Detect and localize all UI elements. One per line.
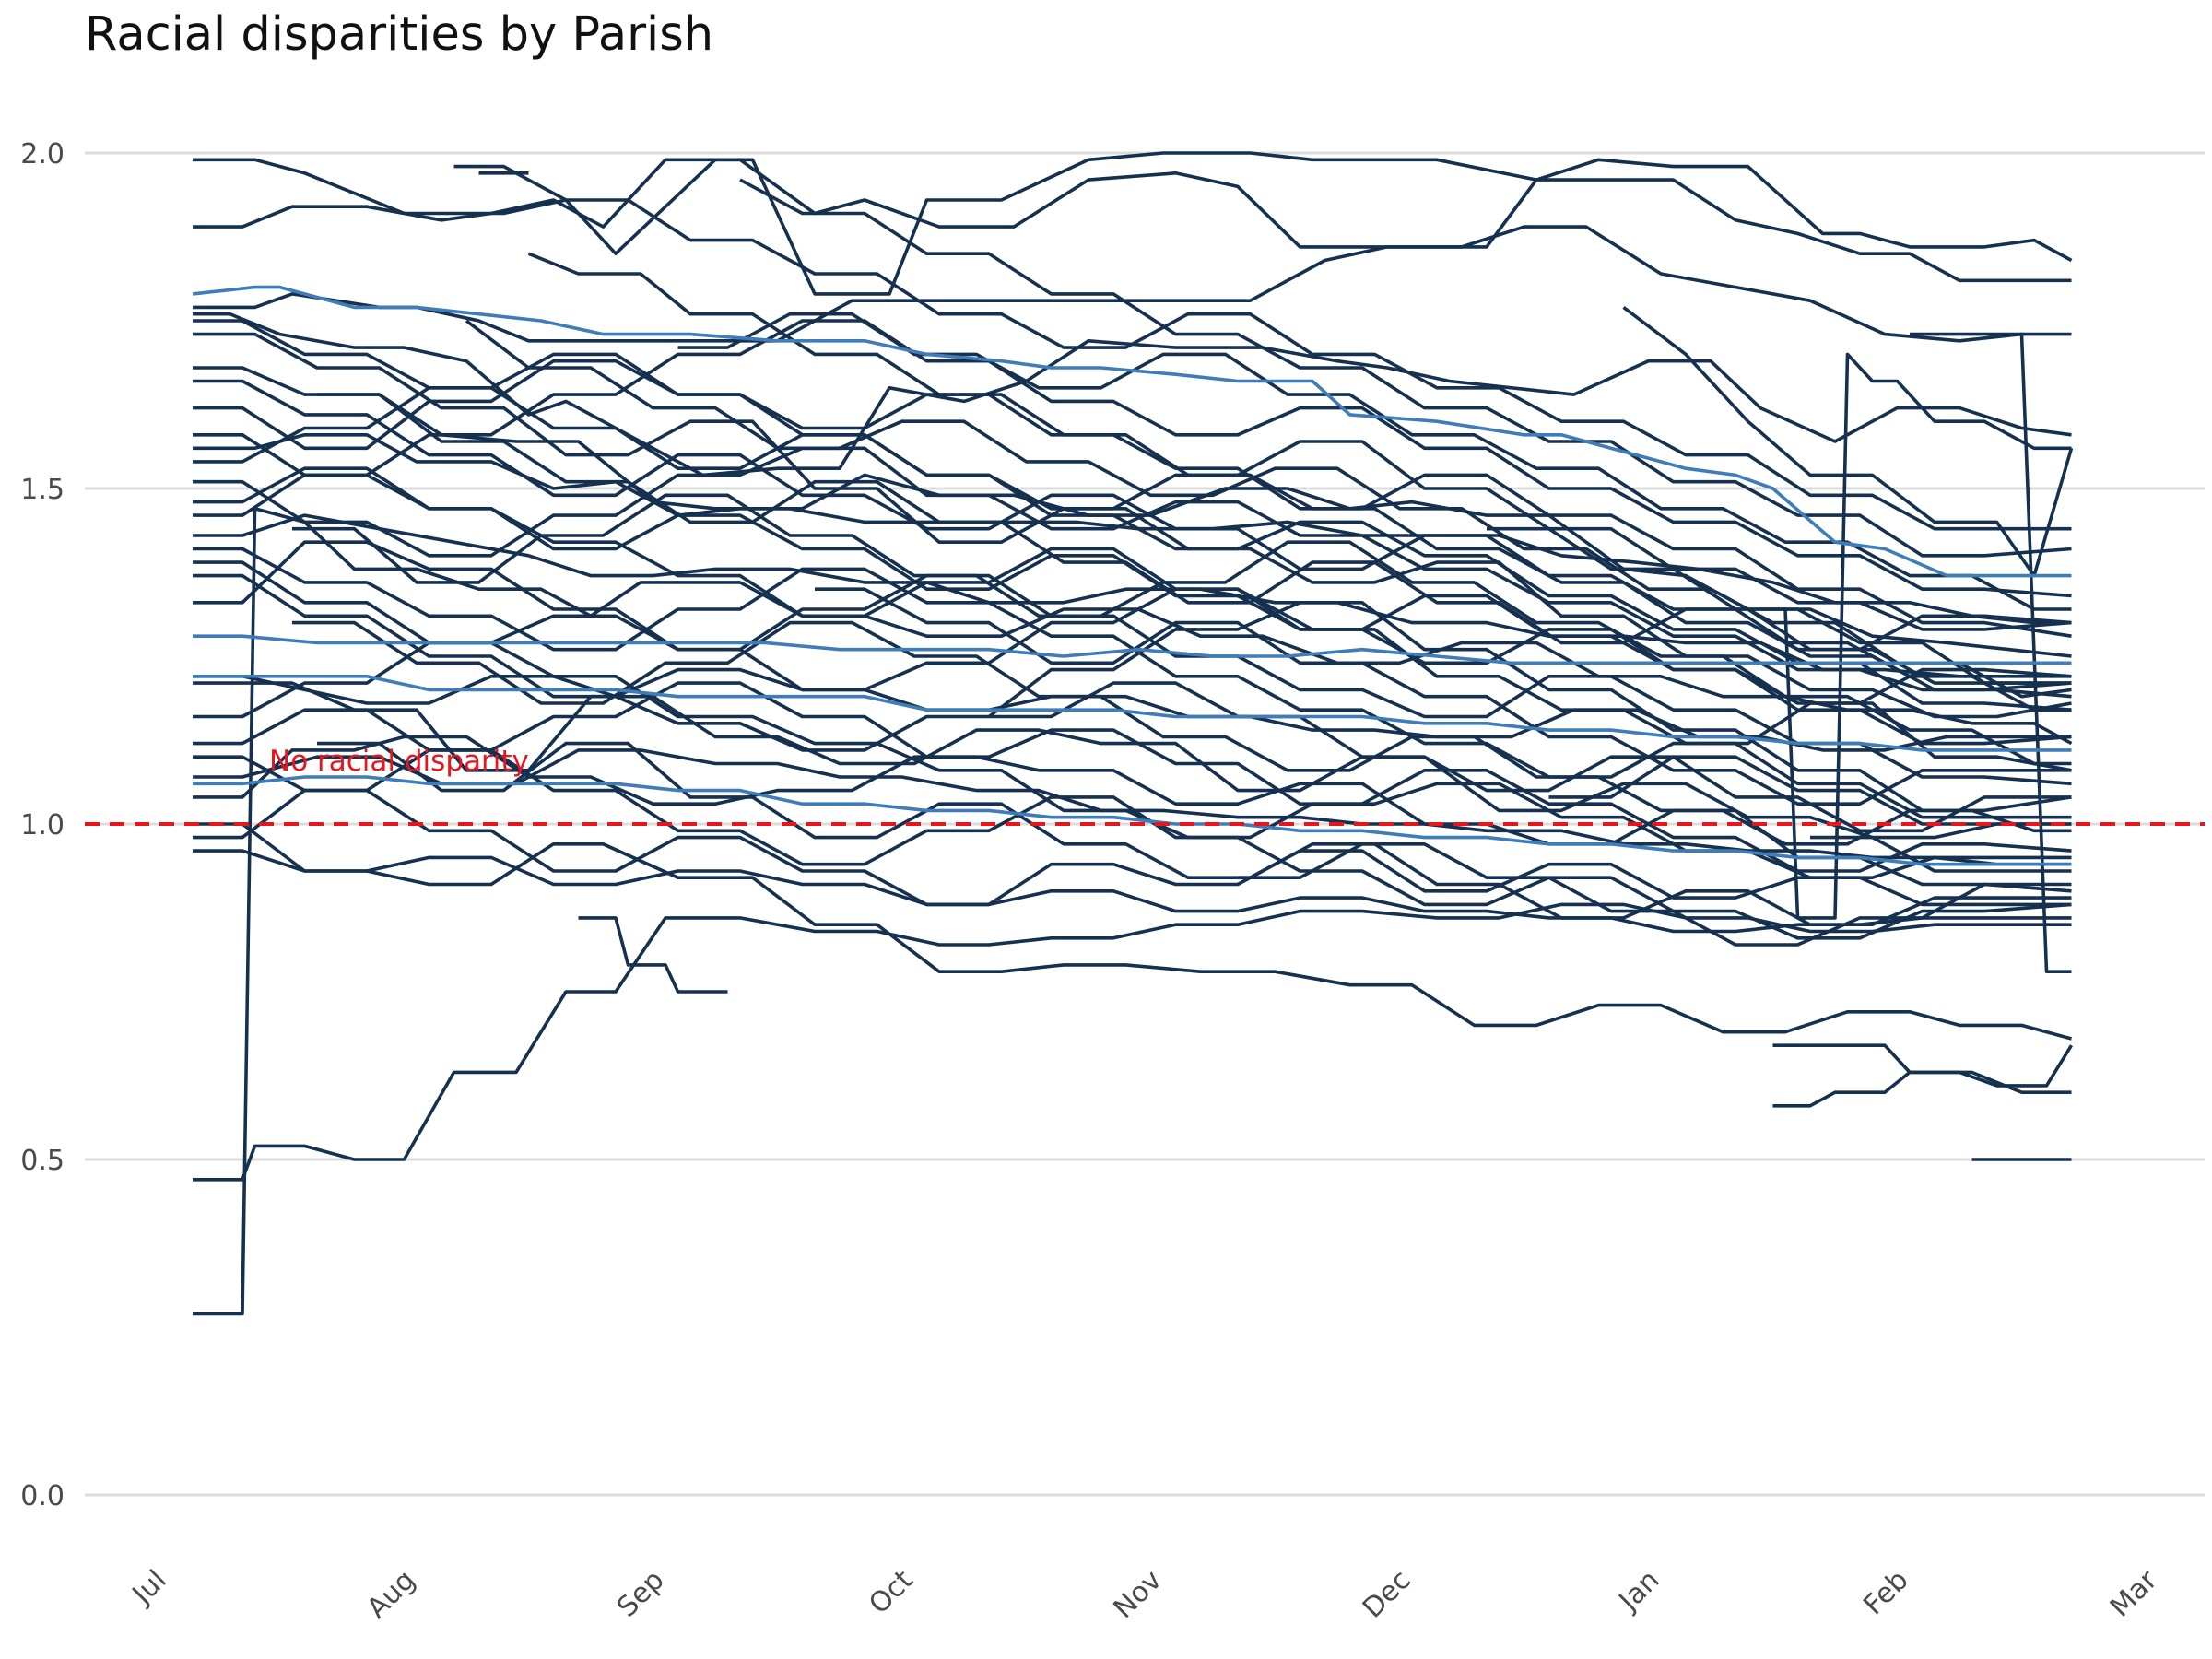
series-line-parish-18: [1772, 1070, 2072, 1108]
series-line-parish-30: [193, 788, 2072, 907]
series-line-parish-45: [193, 547, 2072, 819]
series-line-parish-12: [193, 849, 2072, 934]
series-line-parish-26: [193, 573, 2072, 813]
reference-line-label: No racial disparity: [269, 745, 529, 778]
series-line-parish-21: [193, 735, 2072, 893]
series-line-parish-24: [193, 332, 2072, 719]
series-line-parish-25: [193, 446, 2072, 692]
series-line-parish-41: [317, 393, 2072, 685]
y-axis-ticks: 0.0 0.5 1.0 1.5 2.0: [20, 138, 65, 1512]
series-line-parish-44: [1622, 305, 2074, 578]
x-tick-label: Sep: [611, 1564, 671, 1624]
x-tick-label: Feb: [1857, 1564, 1914, 1621]
series-line-parish-03: [193, 225, 2072, 343]
series-line-parish-08: [193, 513, 2072, 678]
y-tick-label: 1.0: [20, 809, 65, 841]
x-tick-label: Mar: [2104, 1563, 2164, 1623]
series-line-parish-53: [1238, 841, 2072, 947]
x-tick-label: Aug: [360, 1564, 421, 1625]
series-line-parish-52: [989, 681, 2072, 833]
series-line-parish-15: [578, 916, 728, 994]
y-tick-label: 0.0: [20, 1480, 65, 1512]
series-lines: [192, 151, 2074, 1316]
series-line-parish-46: [193, 466, 2072, 746]
series-line-parish-48: [193, 319, 2072, 638]
series-line-parish-27: [193, 359, 2072, 631]
series-line-parish-51: [815, 587, 2072, 806]
series-line-parish-17: [1772, 1043, 2074, 1088]
x-axis-ticks: Jul Aug Sep Oct Nov Dec Jan Feb Mar: [125, 1563, 2164, 1625]
series-line-parish-38: [465, 319, 2072, 699]
series-line-parish-60: [1810, 835, 2072, 873]
series-line-parish-31: [193, 674, 2072, 752]
series-line-parish-35: [739, 178, 2072, 558]
series-line-parish-01: [193, 151, 2073, 296]
series-line-parish-09: [193, 634, 2072, 665]
series-line-parish-16: [193, 822, 2072, 1041]
x-tick-label: Nov: [1107, 1564, 1168, 1625]
series-line-parish-58: [677, 312, 2072, 611]
series-line-parish-02: [193, 158, 2072, 283]
series-line-parish-29: [193, 319, 2072, 598]
x-tick-label: Jul: [125, 1564, 173, 1612]
y-tick-label: 2.0: [20, 138, 65, 171]
series-line-parish-59: [1785, 641, 2072, 712]
x-tick-label: Dec: [1357, 1564, 1418, 1625]
y-tick-label: 0.5: [20, 1145, 65, 1177]
y-tick-label: 1.5: [20, 474, 65, 506]
x-tick-label: Jan: [1612, 1564, 1666, 1618]
series-line-parish-04: [192, 285, 2072, 578]
series-line-parish-56: [453, 164, 2072, 531]
series-line-parish-05: [193, 312, 2072, 477]
series-line-parish-42: [1760, 352, 2072, 920]
x-tick-label: Oct: [863, 1564, 920, 1621]
series-line-parish-40: [317, 741, 2072, 927]
series-line-parish-43: [1910, 332, 2072, 973]
series-line-parish-14: [193, 902, 2072, 1182]
chart-title: Racial disparities by Parish: [85, 7, 714, 62]
series-line-parish-20: [193, 681, 2072, 840]
series-line-parish-32: [193, 775, 2072, 866]
series-line-parish-49: [193, 681, 2072, 873]
series-line-parish-36: [292, 493, 2072, 766]
series-line-parish-23: [193, 540, 2072, 772]
